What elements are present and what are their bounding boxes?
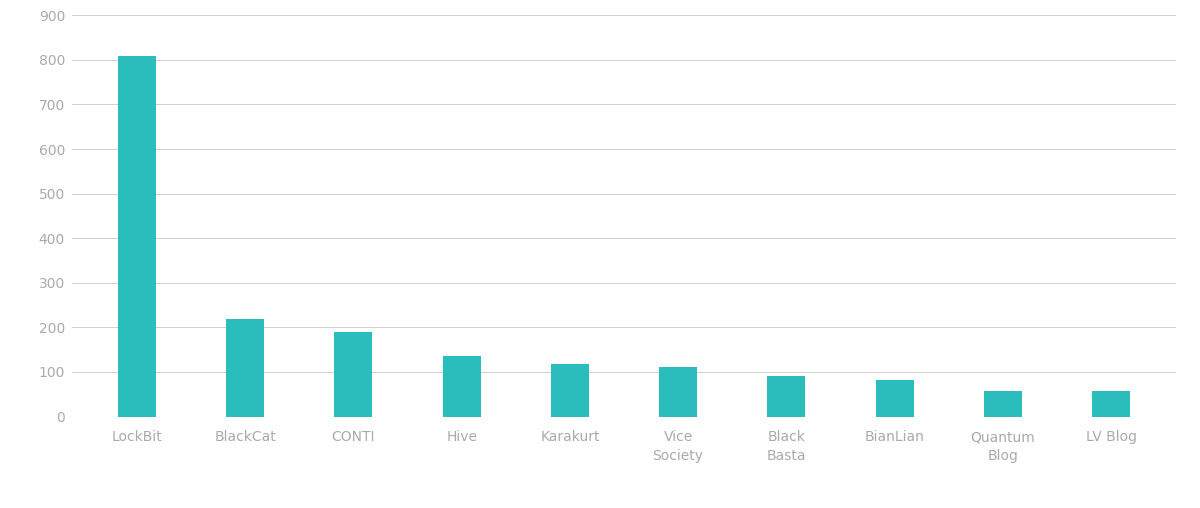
Bar — [876, 380, 913, 417]
Bar — [659, 367, 697, 417]
Bar — [443, 357, 480, 417]
Bar — [335, 332, 372, 417]
Bar — [768, 375, 805, 417]
Bar — [551, 364, 589, 417]
Bar — [227, 320, 264, 417]
Bar — [1092, 391, 1130, 417]
Bar — [118, 56, 156, 417]
Bar — [984, 391, 1021, 417]
